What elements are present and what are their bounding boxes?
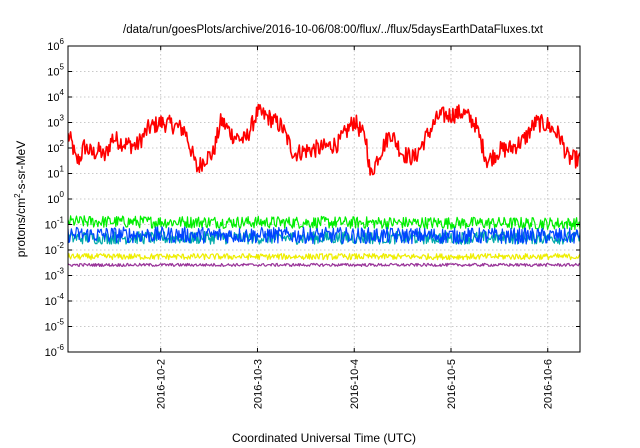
y-tick-base: 10 [47, 67, 59, 79]
y-tick-base: 10 [47, 169, 59, 181]
x-axis-title: Coordinated Universal Time (UTC) [232, 431, 416, 445]
y-tick-label: 103 [47, 114, 64, 130]
y-tick-exponent: 1 [60, 165, 65, 174]
y-axis-title-suffix: -s-sr-MeV [14, 141, 28, 194]
x-tick-label: 2016-10-2 [156, 359, 168, 409]
x-tick-label: 2016-10-4 [349, 359, 361, 409]
series-line-0 [68, 103, 580, 176]
y-tick-exponent: 5 [60, 63, 65, 72]
y-tick-label: 105 [47, 63, 64, 79]
series-layer [68, 103, 580, 267]
x-axis: 2016-10-2 2016-10-3 2016-10-4 2016-10-5 2016… [156, 46, 555, 409]
y-tick-base: 10 [47, 194, 59, 206]
y-tick-exponent: -6 [57, 343, 65, 352]
y-tick-label: 10-4 [45, 292, 65, 308]
y-tick-base: 10 [45, 347, 57, 359]
y-tick-label: 102 [47, 139, 64, 155]
y-axis: 10-610-510-410-310-210-11001011021031041… [45, 37, 580, 359]
y-tick-base: 10 [45, 271, 57, 283]
series-line-3 [68, 226, 580, 245]
y-tick-label: 10-5 [45, 318, 65, 334]
y-tick-exponent: -1 [57, 216, 65, 225]
y-tick-label: 106 [47, 37, 64, 53]
y-tick-base: 10 [47, 118, 59, 130]
y-tick-base: 10 [47, 41, 59, 53]
y-tick-exponent: 0 [60, 190, 65, 199]
y-tick-base: 10 [45, 220, 57, 232]
y-axis-title-superscript: 2 [13, 193, 22, 198]
y-axis-title-prefix: protons/cm [14, 198, 28, 257]
y-tick-base: 10 [47, 143, 59, 155]
x-tick-label: 2016-10-3 [252, 359, 264, 409]
y-tick-exponent: -5 [57, 318, 65, 327]
series-line-4 [68, 253, 580, 261]
y-tick-exponent: 2 [60, 139, 65, 148]
y-tick-label: 104 [47, 88, 64, 104]
y-tick-exponent: 6 [60, 37, 65, 46]
y-tick-label: 101 [47, 165, 64, 181]
x-tick-label: 2016-10-6 [543, 359, 555, 409]
y-tick-label: 10-6 [45, 343, 65, 359]
y-tick-exponent: -3 [57, 267, 65, 276]
y-tick-label: 10-3 [45, 267, 65, 283]
y-tick-base: 10 [45, 245, 57, 257]
y-tick-base: 10 [47, 92, 59, 104]
y-axis-title: protons/cm2-s-sr-MeV [13, 141, 28, 257]
y-tick-label: 10-2 [45, 241, 65, 257]
chart-title: /data/run/goesPlots/archive/2016-10-06/0… [123, 24, 544, 36]
x-tick-label: 2016-10-5 [446, 359, 458, 409]
y-tick-label: 100 [47, 190, 64, 206]
series-line-5 [68, 262, 580, 267]
y-tick-exponent: -2 [57, 241, 65, 250]
y-tick-exponent: 3 [60, 114, 65, 123]
y-tick-exponent: -4 [57, 292, 65, 301]
y-tick-label: 10-1 [45, 216, 65, 232]
y-tick-base: 10 [45, 296, 57, 308]
y-tick-base: 10 [45, 322, 57, 334]
y-tick-exponent: 4 [60, 88, 65, 97]
